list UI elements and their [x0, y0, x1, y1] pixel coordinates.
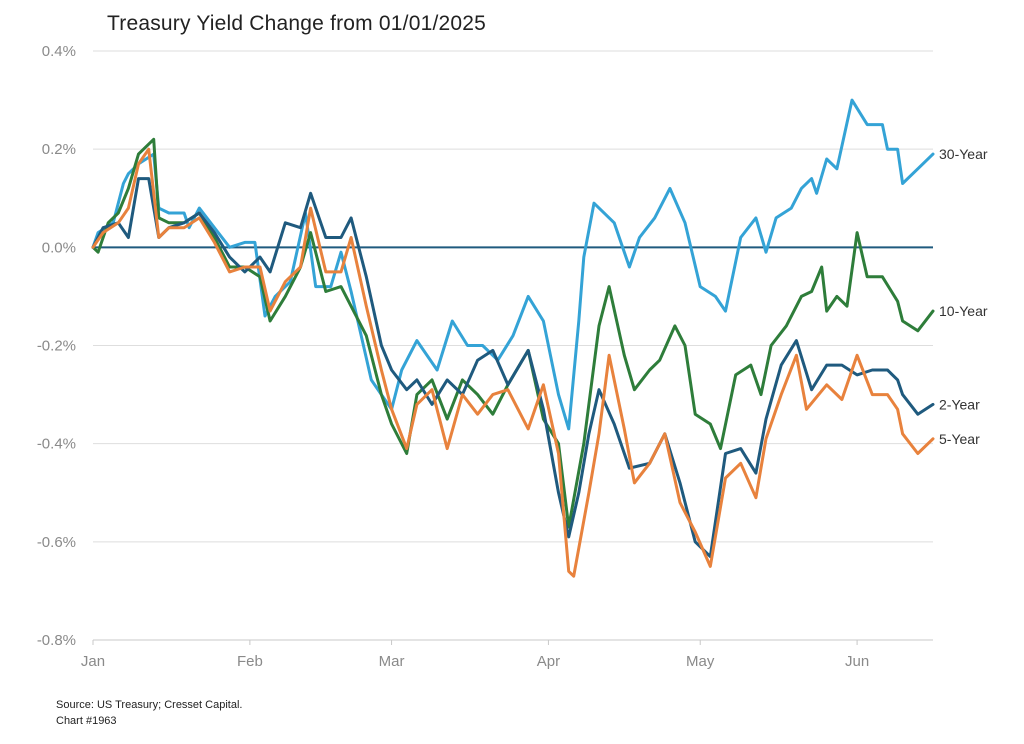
- x-tick-label: Mar: [379, 653, 405, 670]
- chart-title: Treasury Yield Change from 01/01/2025: [107, 12, 487, 35]
- series-label-5-year: 5-Year: [939, 431, 980, 447]
- y-tick-label: -0.4%: [37, 436, 76, 453]
- series-label-2-year: 2-Year: [939, 396, 980, 412]
- y-tick-label: 0.2%: [42, 141, 76, 158]
- y-tick-label: -0.6%: [37, 534, 76, 551]
- x-tick-label: Jun: [845, 653, 869, 670]
- footer: Source: US Treasury; Cresset Capital. Ch…: [56, 697, 242, 729]
- series-line-2-year: [91, 177, 935, 559]
- x-tick-label: Feb: [237, 653, 263, 670]
- series-line-5-year: [91, 147, 935, 578]
- x-tick-label: Jan: [81, 653, 105, 670]
- y-tick-label: 0.4%: [42, 43, 76, 60]
- series-line-30-year: [91, 98, 935, 431]
- y-tick-label: -0.8%: [37, 632, 76, 649]
- series-labels: 30-Year 10-Year 2-Year 5-Year: [939, 146, 988, 447]
- series-label-10-year: 10-Year: [939, 303, 988, 319]
- y-tick-label: -0.2%: [37, 338, 76, 355]
- gridlines: [93, 50, 933, 641]
- x-axis-ticks: Jan Feb Mar Apr May Jun: [81, 640, 869, 670]
- chart-id: Chart #1963: [56, 715, 117, 727]
- y-tick-label: 0.0%: [42, 239, 76, 256]
- x-tick-label: Apr: [537, 653, 560, 670]
- source-note: Source: US Treasury; Cresset Capital.: [56, 699, 243, 711]
- x-tick-label: May: [686, 653, 715, 670]
- series-lines: [91, 98, 935, 578]
- series-label-30-year: 30-Year: [939, 146, 988, 162]
- y-axis-ticks: 0.4% 0.2% 0.0% -0.2% -0.4% -0.6% -0.8%: [37, 43, 76, 649]
